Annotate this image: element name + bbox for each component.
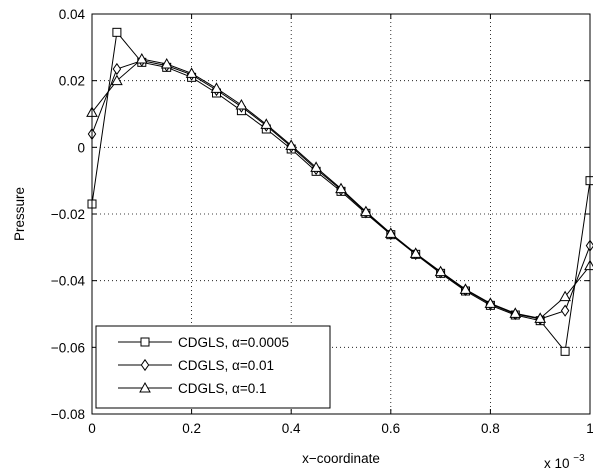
data-point-triangle — [484, 297, 497, 308]
legend-label: CDGLS, α=0.01 — [178, 358, 274, 373]
y-tick-label: −0.06 — [51, 340, 85, 355]
data-point-triangle — [509, 307, 522, 318]
legend-marker-diamond — [140, 358, 150, 372]
legend-item-square: CDGLS, α=0.0005 — [118, 335, 289, 350]
data-point-triangle — [260, 118, 273, 129]
data-point-triangle — [135, 52, 148, 64]
data-point-triangle — [310, 161, 322, 172]
x-tick-label: 0.2 — [182, 421, 201, 436]
data-point-triangle — [459, 283, 472, 294]
data-point-diamond — [112, 62, 122, 76]
y-tick-label: 0.04 — [59, 7, 86, 22]
data-point-triangle — [559, 290, 571, 302]
data-point-triangle — [335, 182, 347, 194]
data-point-square — [560, 346, 570, 356]
y-tick-label: −0.04 — [51, 274, 86, 289]
legend-item-diamond: CDGLS, α=0.01 — [118, 358, 274, 373]
tick-marks — [91, 13, 591, 415]
legend-item-triangle: CDGLS, α=0.1 — [118, 381, 266, 396]
data-point-triangle — [534, 312, 547, 323]
data-point-triangle — [285, 139, 298, 150]
x-tick-label: 0.8 — [481, 421, 500, 436]
y-tick-label: 0 — [77, 140, 85, 155]
tick-labels: 0 0.2 0.4 0.6 0.8 1 0.04 0.02 0 −0.02 −0.04 −0.06 −0… — [51, 7, 593, 436]
data-point-triangle — [384, 227, 397, 238]
legend-label: CDGLS, α=0.1 — [178, 381, 266, 396]
data-point-triangle — [434, 265, 447, 277]
data-point-triangle — [160, 57, 173, 69]
data-point-diamond — [560, 304, 570, 317]
data-point-triangle — [584, 259, 593, 271]
legend-label: CDGLS, α=0.0005 — [178, 335, 289, 350]
legend: CDGLS, α=0.0005 CDGLS, α=0.01 CDGLS, α=0.1 — [95, 325, 331, 409]
x-axis-multiplier-exponent: −3 — [573, 453, 585, 464]
series-triangle — [86, 52, 593, 323]
data-point-triangle — [185, 67, 198, 78]
x-tick-label: 1 — [586, 421, 593, 436]
x-axis-multiplier: x 10 −3 — [544, 453, 585, 471]
y-tick-label: 0.02 — [59, 74, 85, 89]
legend-box — [95, 325, 331, 409]
data-point-triangle — [409, 247, 422, 258]
x-axis-label: x−coordinate — [302, 451, 380, 466]
y-axis-label: Pressure — [12, 187, 27, 241]
y-tick-label: −0.08 — [51, 407, 85, 422]
data-point-triangle — [360, 205, 372, 217]
x-tick-label: 0.4 — [282, 421, 301, 436]
data-point-triangle — [235, 98, 248, 110]
grid — [92, 14, 590, 414]
legend-marker-triangle — [139, 381, 151, 393]
x-axis-multiplier-base: x 10 — [544, 456, 570, 471]
y-tick-label: −0.02 — [51, 207, 85, 222]
data-point-triangle — [111, 74, 123, 86]
x-tick-label: 0.6 — [381, 421, 400, 436]
series-layer — [86, 27, 593, 356]
data-point-square — [112, 27, 122, 37]
legend-marker-square — [140, 337, 150, 347]
x-tick-label: 0 — [88, 421, 96, 436]
data-point-triangle — [210, 82, 223, 93]
